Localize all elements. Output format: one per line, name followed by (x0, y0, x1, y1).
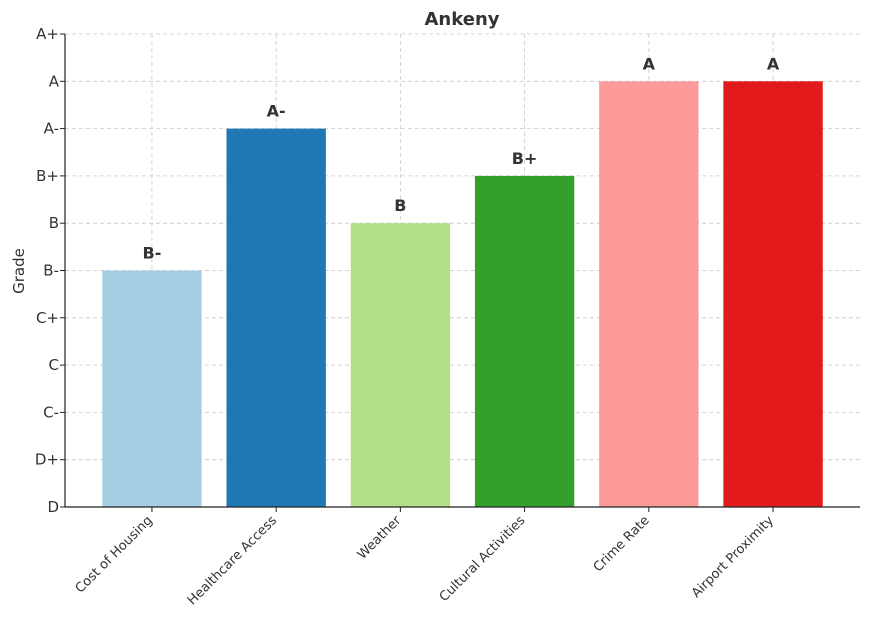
y-tick-label: A (49, 72, 60, 90)
x-tick-label: Cultural Activities (437, 513, 529, 605)
y-tick-label: D+ (35, 451, 59, 469)
x-tick-label: Weather (355, 513, 405, 563)
y-tick-label: C+ (36, 309, 59, 327)
y-tick-label: C (49, 356, 59, 374)
axes (60, 33, 860, 512)
bar-value-label: B (394, 196, 406, 215)
x-tick-label: Cost of Housing (73, 513, 156, 596)
bar-value-label: A (643, 54, 656, 73)
y-tick-label: C- (43, 403, 59, 421)
y-axis-label: Grade (10, 248, 28, 294)
bar (226, 128, 326, 507)
y-tick-label: D (47, 498, 59, 516)
bars (102, 81, 823, 508)
bar-value-label: A (767, 54, 780, 73)
bar (599, 81, 699, 508)
x-tick-label: Crime Rate (591, 513, 653, 575)
y-tick-label: B+ (36, 167, 59, 185)
chart-title: Ankeny (425, 9, 500, 30)
bar (102, 270, 202, 507)
bar-value-label: B- (143, 244, 162, 263)
x-tick-label: Healthcare Access (185, 513, 280, 608)
bar (474, 175, 575, 507)
y-tick-label: B (49, 214, 59, 232)
y-tick-label: A- (44, 120, 59, 138)
bar-value-label: A- (267, 102, 286, 121)
bar (723, 81, 823, 508)
y-tick-label: B- (43, 262, 59, 280)
x-tick-label: Airport Proximity (689, 513, 777, 601)
y-tick-label: A+ (36, 25, 59, 43)
bar-value-label: B+ (512, 149, 538, 168)
bar (350, 223, 451, 507)
